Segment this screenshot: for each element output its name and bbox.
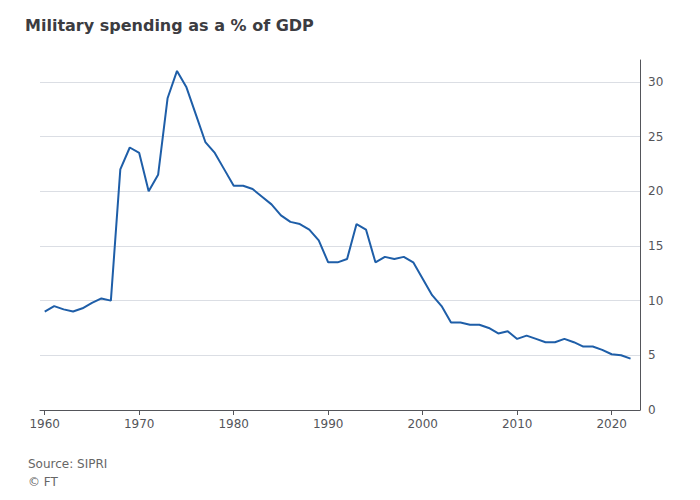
svg-text:1980: 1980	[218, 417, 249, 431]
svg-text:0: 0	[648, 403, 656, 417]
svg-text:Military spending as a % of GD: Military spending as a % of GDP	[25, 16, 314, 35]
svg-text:1970: 1970	[124, 417, 155, 431]
svg-text:1990: 1990	[313, 417, 344, 431]
svg-text:30: 30	[648, 75, 663, 89]
svg-text:15: 15	[648, 239, 663, 253]
svg-text:25: 25	[648, 130, 663, 144]
svg-text:Source: SIPRI: Source: SIPRI	[28, 457, 107, 471]
svg-text:© FT: © FT	[28, 475, 59, 489]
svg-text:20: 20	[648, 184, 663, 198]
svg-text:2020: 2020	[596, 417, 627, 431]
svg-text:2010: 2010	[502, 417, 533, 431]
svg-text:5: 5	[648, 348, 656, 362]
svg-text:2000: 2000	[407, 417, 438, 431]
svg-text:1960: 1960	[29, 417, 60, 431]
svg-text:10: 10	[648, 294, 663, 308]
